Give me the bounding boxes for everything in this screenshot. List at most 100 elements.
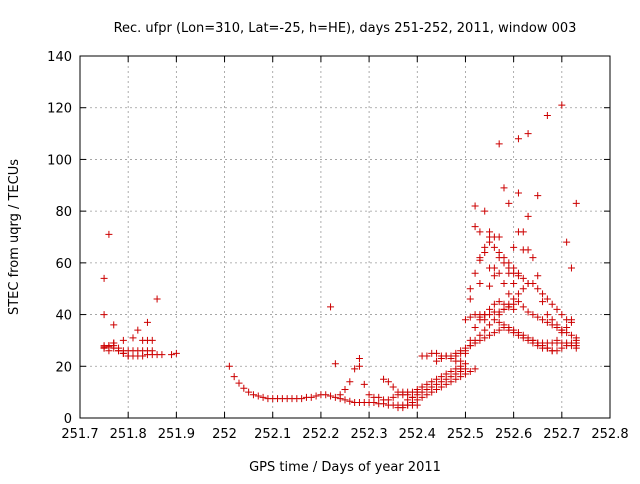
data-point: [567, 264, 575, 272]
data-point: [543, 311, 551, 319]
data-point: [543, 295, 551, 303]
data-point: [567, 316, 575, 324]
data-point: [539, 298, 547, 306]
data-point: [437, 355, 445, 363]
y-tick-label: 0: [64, 412, 72, 427]
data-point: [172, 349, 180, 357]
data-point: [259, 393, 267, 401]
data-point: [534, 272, 542, 280]
data-point: [240, 384, 248, 392]
data-point: [384, 396, 392, 404]
data-point: [346, 397, 354, 405]
data-point: [495, 140, 503, 148]
data-point: [423, 352, 431, 360]
data-point: [168, 351, 176, 359]
data-point: [500, 321, 508, 329]
data-point: [534, 313, 542, 321]
data-point: [158, 351, 166, 359]
data-point: [548, 300, 556, 308]
y-tick-label: 80: [55, 205, 72, 220]
data-point: [505, 300, 513, 308]
x-tick-label: 252: [212, 427, 237, 442]
x-tick-label: 252.7: [543, 427, 580, 442]
data-point: [418, 388, 426, 396]
x-tick-label: 252.5: [447, 427, 484, 442]
data-point: [471, 269, 479, 277]
data-point: [495, 318, 503, 326]
data-point: [457, 357, 465, 365]
data-point: [510, 326, 518, 334]
data-point: [553, 336, 561, 344]
data-point: [481, 326, 489, 334]
data-point: [534, 285, 542, 293]
data-point: [105, 230, 113, 238]
y-axis-label: STEC from uqrg / TECUs: [7, 159, 22, 315]
data-point: [505, 199, 513, 207]
data-point: [360, 380, 368, 388]
data-point: [514, 329, 522, 337]
data-point: [553, 321, 561, 329]
data-point: [481, 334, 489, 342]
data-point: [486, 305, 494, 313]
x-tick-label: 252.1: [254, 427, 291, 442]
data-point: [466, 367, 474, 375]
data-point: [490, 272, 498, 280]
data-point: [447, 373, 455, 381]
data-point: [148, 347, 156, 355]
data-point: [529, 336, 537, 344]
data-point: [129, 334, 137, 342]
data-point: [514, 228, 522, 236]
data-point: [486, 331, 494, 339]
data-point: [100, 342, 108, 350]
data-point: [490, 329, 498, 337]
data-point: [514, 189, 522, 197]
data-point: [558, 101, 566, 109]
data-point: [558, 344, 566, 352]
data-point: [500, 305, 508, 313]
data-point: [505, 269, 513, 277]
chart-title: Rec. ufpr (Lon=310, Lat=-25, h=HE), days…: [114, 21, 577, 36]
data-point: [505, 290, 513, 298]
data-point: [514, 269, 522, 277]
data-point: [500, 280, 508, 288]
data-point: [476, 313, 484, 321]
data-point: [471, 202, 479, 210]
data-point: [524, 130, 532, 138]
data-point: [529, 254, 537, 262]
data-point: [384, 378, 392, 386]
data-point: [476, 280, 484, 288]
data-point: [539, 342, 547, 350]
data-point: [327, 392, 335, 400]
data-point: [539, 316, 547, 324]
data-point: [437, 378, 445, 386]
data-point: [105, 347, 113, 355]
data-point: [433, 349, 441, 357]
data-point: [524, 334, 532, 342]
data-point: [394, 388, 402, 396]
data-point: [331, 360, 339, 368]
data-point: [495, 311, 503, 319]
data-point: [567, 331, 575, 339]
data-point: [490, 264, 498, 272]
data-point: [572, 342, 580, 350]
data-point: [486, 233, 494, 241]
data-point: [543, 344, 551, 352]
data-point: [476, 228, 484, 236]
data-point: [514, 290, 522, 298]
data-point: [100, 311, 108, 319]
data-point: [457, 365, 465, 373]
data-point: [553, 305, 561, 313]
grid: [80, 56, 610, 418]
y-tick-label: 20: [55, 360, 72, 375]
data-point: [322, 391, 330, 399]
data-point: [307, 393, 315, 401]
data-point: [548, 316, 556, 324]
x-tick-label: 252.2: [302, 427, 339, 442]
data-point: [529, 280, 537, 288]
data-point: [510, 295, 518, 303]
data-point: [514, 135, 522, 143]
data-point: [408, 393, 416, 401]
data-point: [461, 316, 469, 324]
